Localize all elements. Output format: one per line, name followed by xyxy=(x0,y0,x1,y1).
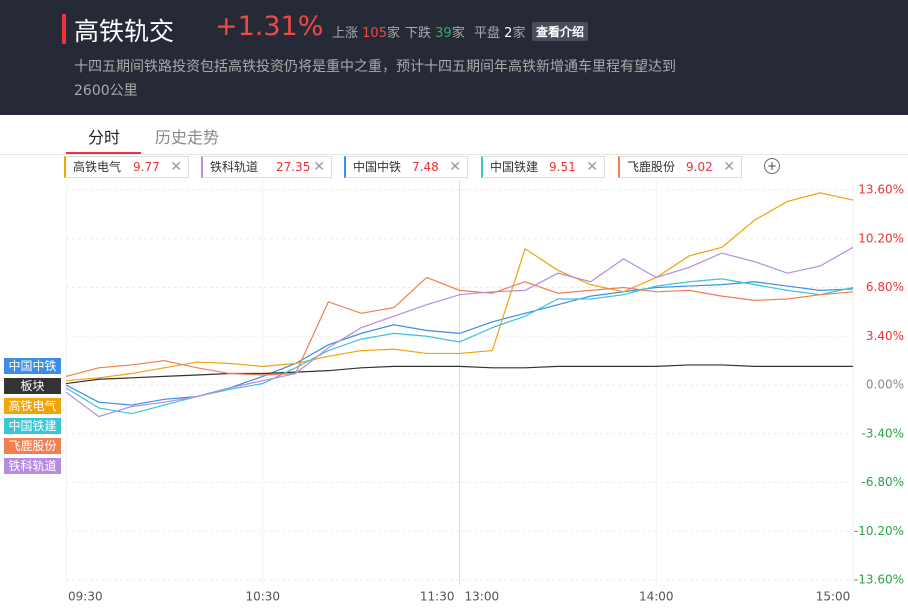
y-tick-label: -10.20% xyxy=(854,524,904,538)
chip-price: 9.77 xyxy=(133,160,160,174)
chip-name: 飞鹿股份 xyxy=(627,160,676,174)
chip-close[interactable]: ✕ xyxy=(170,159,182,175)
up-stat: 上涨 105家 xyxy=(332,22,400,41)
chip-price: 7.48 xyxy=(412,160,439,174)
series-line xyxy=(65,192,854,382)
chip-price: 9.51 xyxy=(549,160,576,174)
x-tick-label: 14:00 xyxy=(639,590,674,604)
x-tick-label: 13:00 xyxy=(465,590,500,604)
tab[interactable]: 历史走势 xyxy=(155,128,220,147)
chip-price: 27.35 xyxy=(276,160,311,174)
legend-item: 板块 xyxy=(4,378,61,394)
legend-item: 中国中铁 xyxy=(4,358,61,374)
stock-chip[interactable]: 飞鹿股份 9.02 ✕ xyxy=(618,156,742,178)
description: 十四五期间铁路投资包括高铁投资仍将是重中之重，预计十四五期间年高铁新增通车里程有… xyxy=(74,59,676,99)
series-line xyxy=(65,364,853,385)
y-tick-label: 0.00% xyxy=(866,378,904,392)
x-tick-label: 10:30 xyxy=(245,590,280,604)
legend-item: 飞鹿股份 xyxy=(4,438,61,454)
stock-chip[interactable]: 高铁电气 9.77 ✕ xyxy=(64,156,189,178)
intro-button[interactable]: 查看介绍 xyxy=(532,22,589,41)
chip-name: 铁科轨道 xyxy=(210,160,259,174)
add-button[interactable]: + xyxy=(764,158,780,174)
y-tick-label: -6.80% xyxy=(862,475,904,489)
flat-count: 2 xyxy=(504,26,513,41)
tab-divider xyxy=(0,154,908,155)
stock-chip[interactable]: 铁科轨道 27.35 ✕ xyxy=(201,156,332,178)
up-unit: 家 xyxy=(386,26,400,41)
y-tick-label: 10.20% xyxy=(858,231,904,245)
legend-item: 中国铁建 xyxy=(4,418,61,434)
series-line xyxy=(65,276,854,377)
y-tick-label: 3.40% xyxy=(866,329,904,343)
x-tick-label: 11:30 xyxy=(420,590,455,604)
flat-label: 平盘 xyxy=(474,26,501,41)
chip-close[interactable]: ✕ xyxy=(313,159,325,175)
legend-item: 高铁电气 xyxy=(4,398,61,414)
up-count: 105 xyxy=(362,26,387,41)
sector-change: +1.31% xyxy=(215,11,324,42)
x-tick-label: 15:00 xyxy=(816,590,851,604)
header xyxy=(0,0,908,115)
series-line xyxy=(65,246,854,418)
down-count: 39 xyxy=(435,26,452,41)
stock-chip[interactable]: 中国铁建 9.51 ✕ xyxy=(481,156,605,178)
chip-close[interactable]: ✕ xyxy=(449,159,461,175)
down-stat: 下跌 39家 xyxy=(405,22,465,41)
up-label: 上涨 xyxy=(332,26,359,41)
down-unit: 家 xyxy=(451,26,465,41)
flat-stat: 平盘 2家 xyxy=(474,22,525,41)
down-label: 下跌 xyxy=(405,26,432,41)
chip-close[interactable]: ✕ xyxy=(586,159,598,175)
y-tick-label: 13.60% xyxy=(858,183,904,197)
chip-name: 中国中铁 xyxy=(353,160,402,174)
y-tick-label: -13.60% xyxy=(854,573,904,587)
chart: 13.60% 10.20% 6.80% 3.40% 0.00% -3.40% -6.80% -… xyxy=(65,180,904,604)
chip-name: 高铁电气 xyxy=(73,160,122,174)
chip-name: 中国铁建 xyxy=(490,160,539,174)
flat-unit: 家 xyxy=(512,26,526,41)
stock-chip[interactable]: 中国中铁 7.48 ✕ xyxy=(344,156,468,178)
chip-price: 9.02 xyxy=(686,160,713,174)
tab[interactable]: 分时 xyxy=(88,128,121,147)
legend-item: 铁科轨道 xyxy=(4,458,61,474)
sector-title: 高铁轨交 xyxy=(74,17,175,46)
tab-underline xyxy=(66,152,141,154)
x-tick-label: 09:30 xyxy=(68,590,103,604)
title-accent xyxy=(62,14,66,44)
y-tick-label: -3.40% xyxy=(862,426,904,440)
y-tick-label: 6.80% xyxy=(866,280,904,294)
chip-close[interactable]: ✕ xyxy=(723,159,735,175)
